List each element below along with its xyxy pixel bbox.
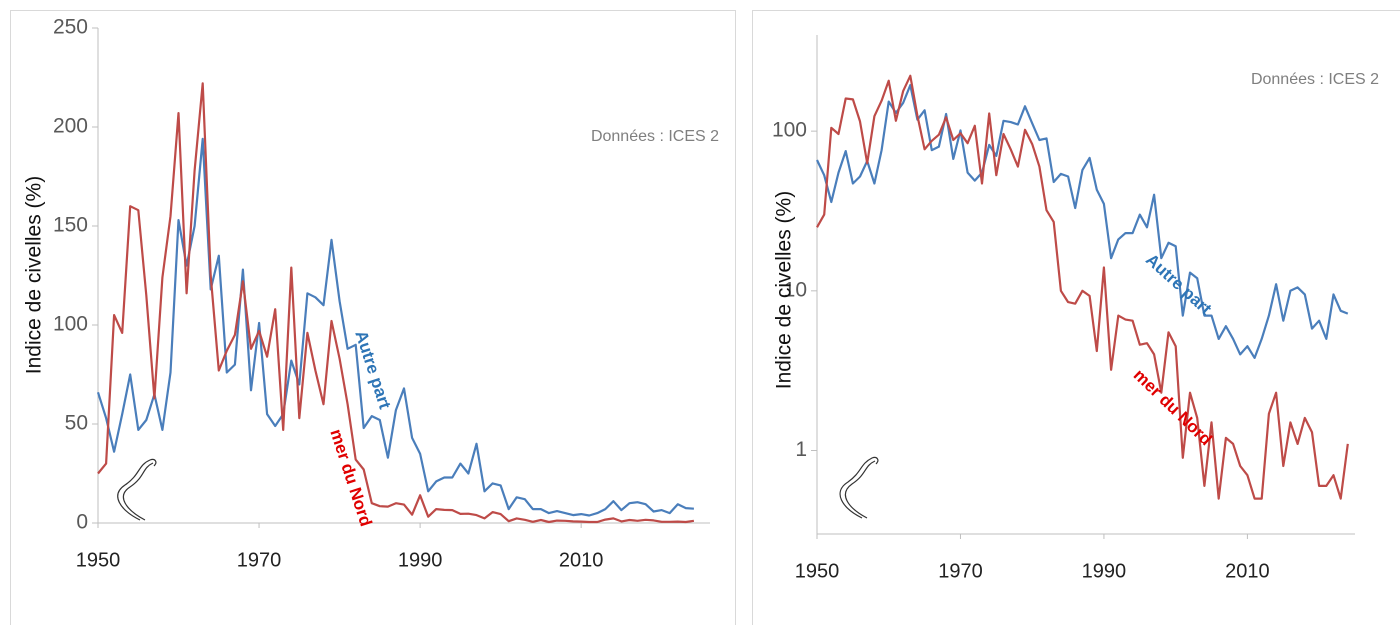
- y-tick-label: 150: [53, 214, 88, 237]
- series-label: mer du Nord: [326, 427, 375, 529]
- x-tick-label: 1990: [1082, 560, 1127, 582]
- x-tick-label: 2010: [559, 549, 604, 571]
- panel-frame: [753, 11, 1400, 625]
- series-label: Autre part: [1142, 250, 1215, 319]
- x-tick-label: 2010: [1225, 560, 1270, 582]
- y-tick-label: 250: [53, 16, 88, 39]
- y-axis-title: Indice de civelles (%): [773, 191, 796, 389]
- annotation: Données : ICES 2: [1251, 71, 1379, 88]
- eel-icon: [118, 459, 156, 520]
- y-tick-label: 100: [53, 313, 88, 336]
- x-tick-label: 1990: [398, 549, 443, 571]
- annotation: Données : ICES 2: [591, 128, 719, 145]
- series-line: [817, 76, 1348, 499]
- eel-icon: [840, 457, 878, 518]
- x-tick-label: 1950: [76, 549, 121, 571]
- series-line: [98, 83, 694, 522]
- x-tick-label: 1970: [938, 560, 983, 582]
- y-tick-label: 50: [65, 412, 88, 435]
- series-label: mer du Nord: [1130, 365, 1216, 449]
- y-axis-title: Indice de civelles (%): [23, 176, 46, 374]
- y-tick-label: 200: [53, 115, 88, 138]
- y-tick-label: 1: [795, 438, 807, 461]
- x-tick-label: 1950: [795, 560, 840, 582]
- panel-frame: [11, 11, 736, 625]
- page: 0 50 100 150 200 250 1950 1970 1990 2010 Autre par…: [0, 0, 1400, 625]
- y-tick-label: 0: [76, 511, 88, 534]
- y-tick-label: 100: [772, 119, 807, 142]
- x-tick-label: 1970: [237, 549, 282, 571]
- series-line: [817, 85, 1348, 358]
- series-line: [98, 139, 694, 516]
